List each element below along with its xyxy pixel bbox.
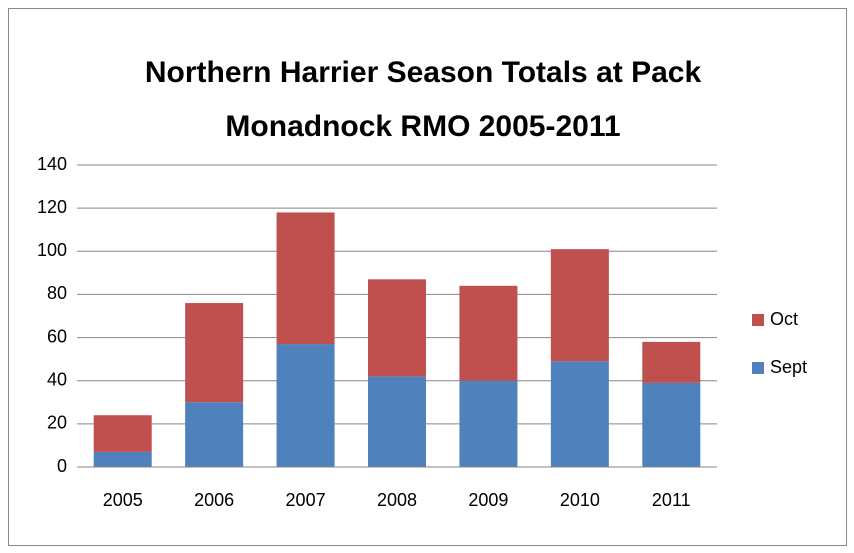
y-tick-label: 100 bbox=[37, 240, 67, 260]
bar-segment bbox=[368, 376, 426, 467]
y-tick-label: 140 bbox=[37, 154, 67, 174]
bar-segment bbox=[93, 415, 152, 452]
x-tick-label: 2011 bbox=[652, 490, 691, 510]
chart-title: Northern Harrier Season Totals at Pack M… bbox=[144, 56, 702, 143]
legend-swatch bbox=[752, 362, 764, 374]
y-tick-label: 60 bbox=[47, 326, 67, 346]
y-tick-label: 40 bbox=[47, 369, 67, 389]
x-tick-label: 2007 bbox=[286, 490, 326, 510]
y-tick-label: 20 bbox=[47, 413, 67, 433]
legend-label: Oct bbox=[770, 309, 798, 329]
bar-segment bbox=[368, 279, 426, 377]
bar-segment bbox=[185, 402, 244, 467]
bar-segment bbox=[642, 341, 701, 383]
bar-segment bbox=[642, 382, 701, 467]
y-tick-label: 120 bbox=[37, 197, 67, 217]
x-tick-label: 2006 bbox=[194, 490, 234, 510]
bar-segment bbox=[276, 344, 335, 467]
bar-segment bbox=[185, 303, 244, 403]
bar-segment bbox=[276, 212, 335, 345]
x-tick-label: 2010 bbox=[560, 490, 600, 510]
legend-label: Sept bbox=[770, 357, 807, 377]
x-tick-label: 2005 bbox=[103, 490, 143, 510]
y-tick-label: 0 bbox=[57, 456, 67, 476]
bar-segment bbox=[459, 285, 518, 381]
y-tick-label: 80 bbox=[47, 283, 67, 303]
legend-swatch bbox=[752, 314, 764, 326]
bar-segment bbox=[93, 451, 152, 467]
x-tick-label: 2009 bbox=[468, 490, 508, 510]
bar-segment bbox=[550, 249, 609, 362]
bar-segment bbox=[459, 380, 518, 467]
bar-segment bbox=[550, 361, 609, 467]
x-tick-label: 2008 bbox=[377, 490, 417, 510]
